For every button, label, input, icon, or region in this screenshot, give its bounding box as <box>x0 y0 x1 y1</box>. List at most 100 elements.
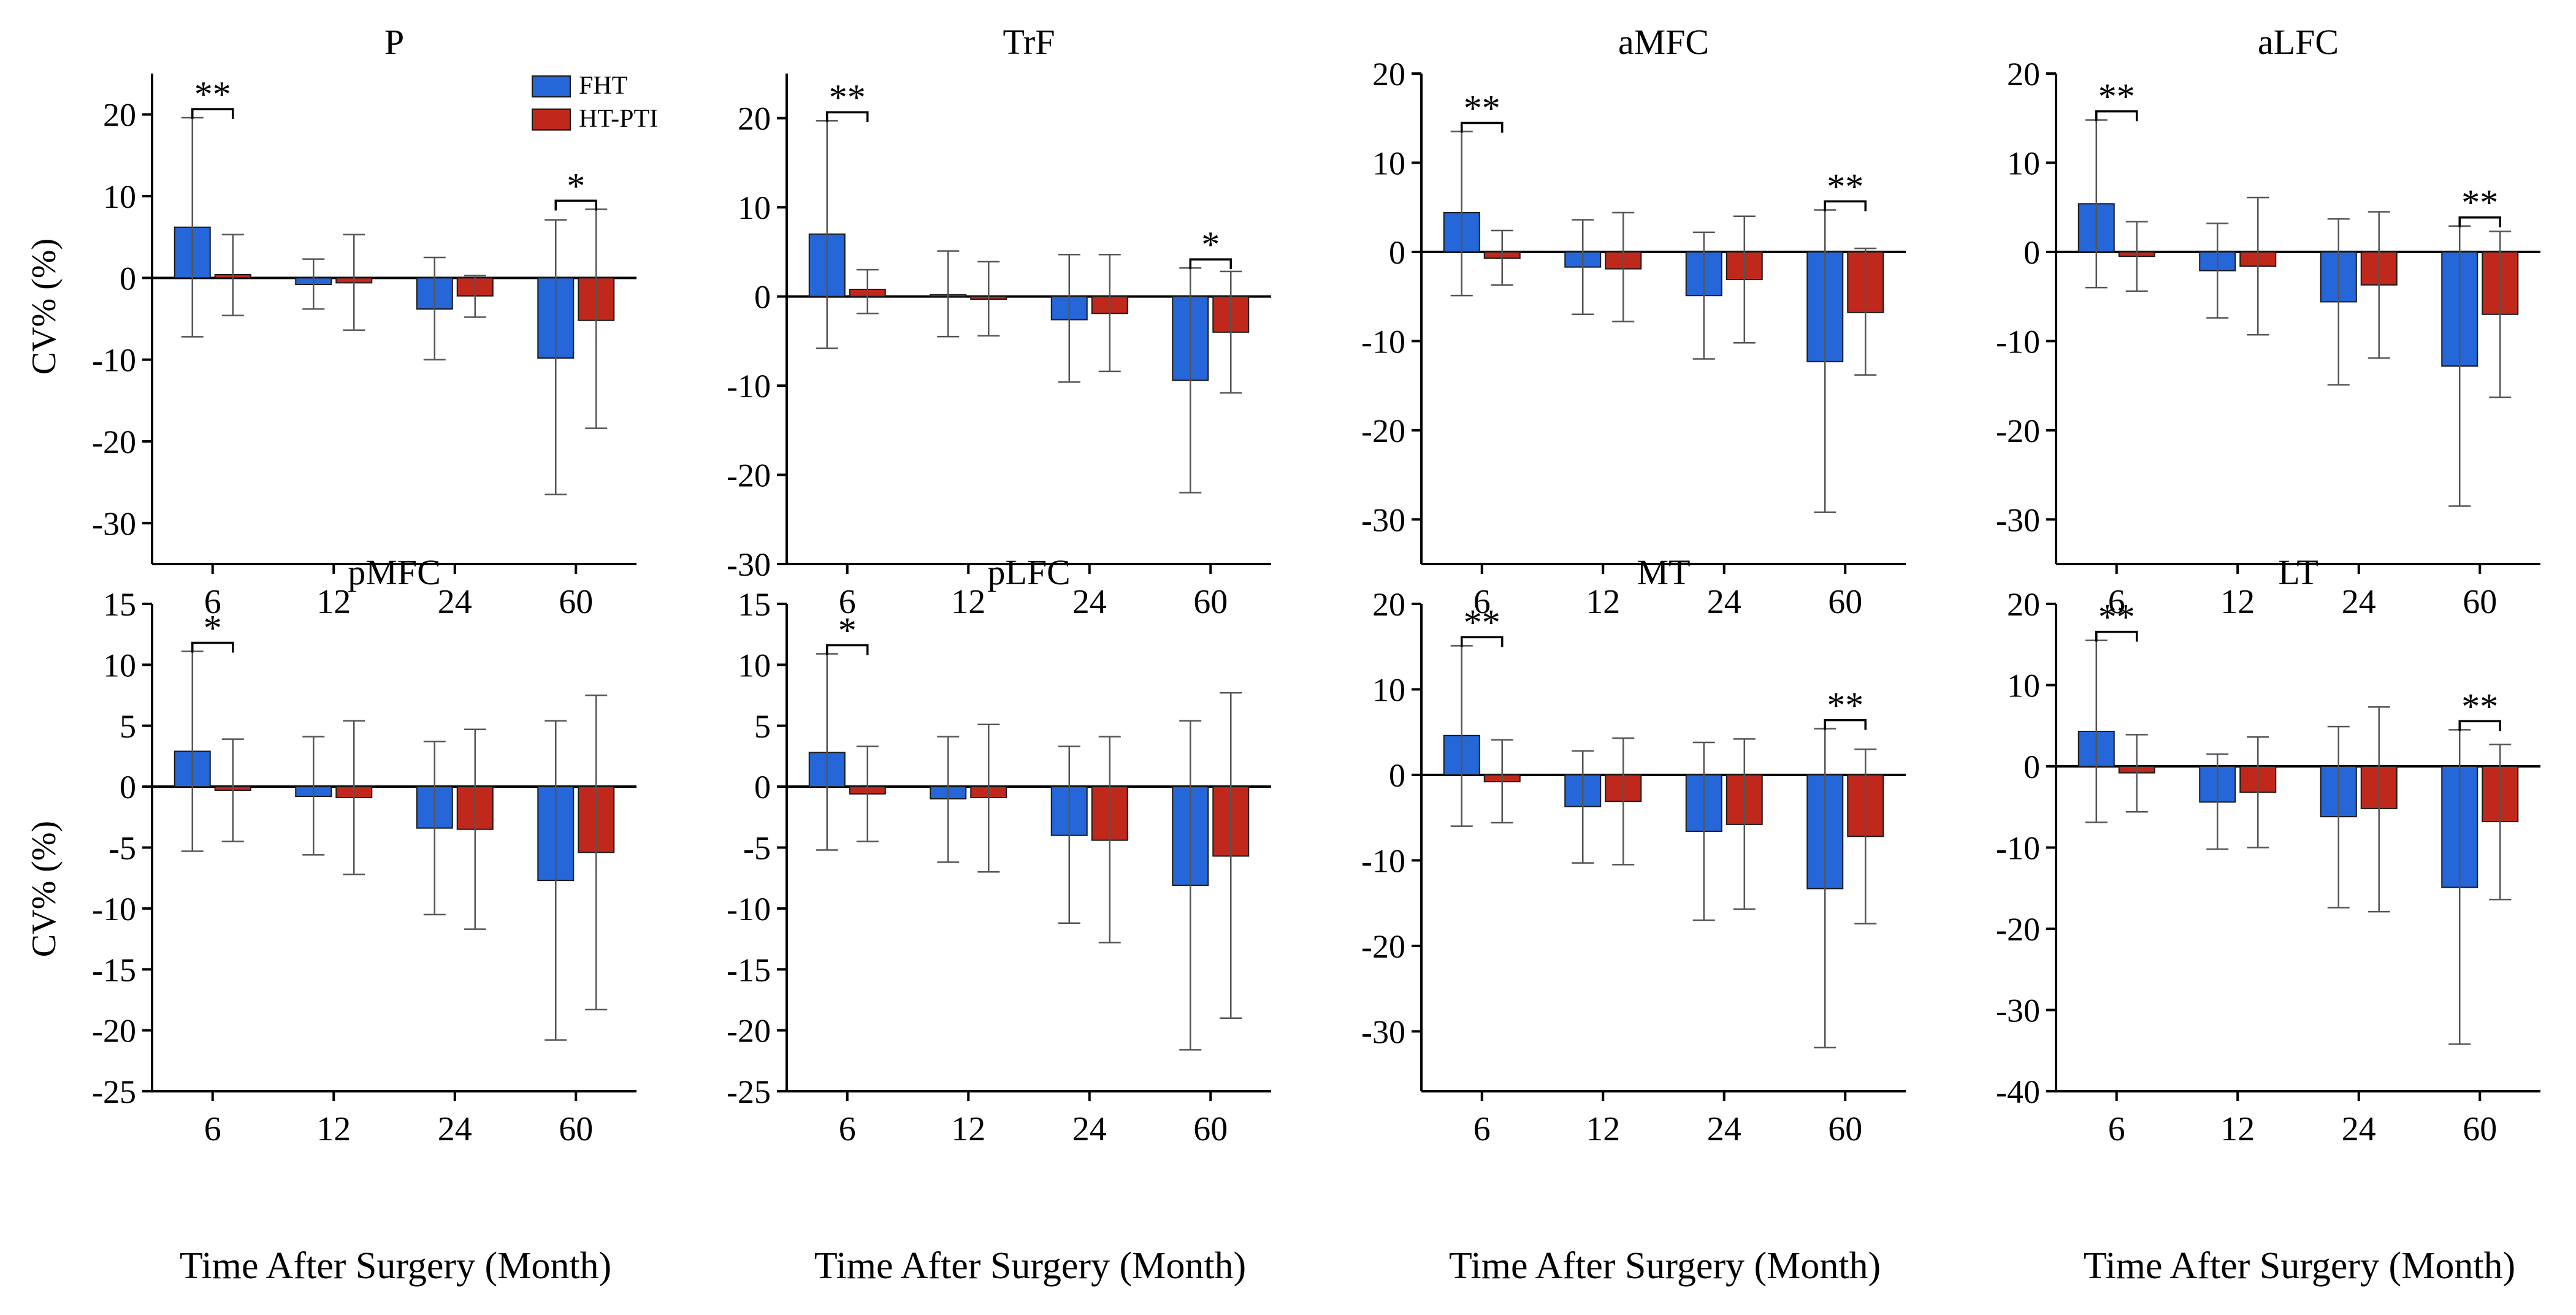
panel-lt-ytick-label: 0 <box>2024 749 2040 785</box>
panel-plfc-ytick-label: -25 <box>727 1073 771 1110</box>
panel-plfc-ytick-label: 10 <box>738 647 771 684</box>
panel-alfc-ytick-label: -30 <box>1996 501 2040 538</box>
panel-amfc-ytick-label: -20 <box>1361 413 1405 449</box>
x-axis-label-col-1: Time After Surgery (Month) <box>179 1245 612 1287</box>
panel-pmfc-sig-label-6: * <box>204 608 222 649</box>
panel-amfc-sig-label-6: ** <box>1464 88 1500 129</box>
panel-p-ytick-label: 20 <box>103 97 136 134</box>
panel-trf-ytick-label: 20 <box>738 101 771 137</box>
panel-mt-sig-label-60: ** <box>1827 685 1863 726</box>
panel-trf-sig-label-6: ** <box>829 77 866 118</box>
panel-amfc-ytick-label: -10 <box>1361 323 1405 360</box>
panel-p-xtick-label: 6 <box>204 583 221 621</box>
panel-amfc-sig-bracket-60 <box>1824 200 1867 212</box>
panel-lt-xtick-label: 12 <box>2220 1110 2255 1148</box>
panel-trf-ytick-label: -10 <box>727 368 771 405</box>
panel-p-ytick-label: -20 <box>92 424 136 460</box>
panel-lt-ytick-label: -40 <box>1996 1073 2040 1110</box>
panel-lt-ytick-label: -20 <box>1996 911 2040 948</box>
panel-lt-ytick-label: 20 <box>2007 586 2040 623</box>
panel-trf-ytick-label: -20 <box>727 457 771 494</box>
legend-swatch-fht <box>532 75 571 97</box>
panel-trf-sig-bracket-6 <box>826 111 869 123</box>
y-axis-label-row-1: CV% (%) <box>25 238 63 375</box>
panel-alfc-ytick-label: 0 <box>2024 234 2040 271</box>
panel-trf-xtick-label: 12 <box>951 583 985 621</box>
panel-lt-sig-bracket-60 <box>2458 720 2501 731</box>
panel-p-sig-bracket-60 <box>554 199 597 211</box>
panel-mt-xtick-label: 6 <box>1473 1110 1491 1148</box>
panel-lt-xtick-label: 24 <box>2342 1110 2376 1148</box>
panel-pmfc-xtick-label: 6 <box>204 1110 221 1148</box>
panel-mt-ytick-label: 10 <box>1372 671 1405 708</box>
panel-amfc-xtick-label: 60 <box>1828 583 1862 621</box>
panel-trf-sig-bracket-60 <box>1189 258 1232 270</box>
panel-alfc-xtick-label: 60 <box>2463 583 2497 621</box>
panel-amfc-title: aMFC <box>1618 22 1709 62</box>
panel-amfc-xtick-label: 12 <box>1586 583 1620 621</box>
panel-p-ytick-label: 0 <box>120 260 136 297</box>
panel-mt-sig-bracket-6 <box>1461 636 1504 647</box>
panel-mt-ytick-label: -30 <box>1361 1013 1405 1050</box>
panel-mt-ytick-label: 20 <box>1372 586 1405 623</box>
panel-amfc-ytick-label: 20 <box>1372 56 1405 93</box>
panel-mt-ytick-label: 0 <box>1389 757 1405 794</box>
panel-pmfc-sig-bracket-6 <box>191 641 234 653</box>
panel-amfc-xtick-label: 24 <box>1707 583 1741 621</box>
panel-lt-xtick-label: 6 <box>2108 1110 2125 1148</box>
panel-plfc-ytick-label: 0 <box>754 769 771 806</box>
panel-plfc-xtick-label: 6 <box>839 1110 856 1148</box>
x-axis-label-col-3: Time After Surgery (Month) <box>1448 1245 1881 1287</box>
panel-amfc-sig-label-60: ** <box>1827 167 1863 207</box>
panel-lt-ytick-label: 10 <box>2007 668 2040 704</box>
panel-alfc-ytick-label: 20 <box>2007 56 2040 93</box>
panel-pmfc-ytick-label: -20 <box>92 1013 136 1050</box>
panel-p-ytick-label: 10 <box>103 178 136 215</box>
panel-lt-title: LT <box>2278 552 2318 592</box>
panel-mt-sig-label-6: ** <box>1464 602 1500 642</box>
panel-pmfc-ytick-label: 0 <box>120 769 136 806</box>
panel-plfc-ytick-label: -15 <box>727 951 771 988</box>
panel-plfc-ytick-label: -10 <box>727 891 771 928</box>
panel-p-sig-bracket-6 <box>191 108 234 119</box>
panel-pmfc-xtick-label: 12 <box>316 1110 351 1148</box>
panel-alfc-ytick-label: 10 <box>2007 145 2040 181</box>
panel-lt-ytick-label: -30 <box>1996 993 2040 1029</box>
panel-alfc-sig-label-60: ** <box>2461 183 2498 223</box>
panel-p-xtick-label: 24 <box>438 583 472 621</box>
panel-plfc-sig-label-6: * <box>838 610 857 650</box>
panel-plfc-ytick-label: -5 <box>743 830 771 867</box>
panel-plfc-sig-bracket-6 <box>826 644 869 655</box>
panel-amfc-sig-bracket-6 <box>1461 121 1504 133</box>
legend-label-ht-pti: HT-PTI <box>579 105 658 133</box>
panel-plfc-ytick-label: 15 <box>738 586 771 623</box>
x-axis-label-col-4: Time After Surgery (Month) <box>2083 1245 2516 1287</box>
panel-alfc-sig-bracket-6 <box>2095 110 2138 121</box>
panel-p-xtick-label: 60 <box>559 583 593 621</box>
panel-pmfc-xtick-label: 24 <box>438 1110 472 1148</box>
panel-lt-sig-bracket-6 <box>2095 630 2138 642</box>
panel-p-sig-label-6: ** <box>194 74 231 115</box>
panel-trf-ytick-label: 10 <box>738 189 771 226</box>
panel-amfc-ytick-label: -30 <box>1361 501 1405 538</box>
panel-mt-title: MT <box>1637 552 1691 592</box>
panel-alfc-sig-label-6: ** <box>2098 77 2135 117</box>
panel-plfc-title: pLFC <box>987 552 1070 592</box>
panel-trf-title: TrF <box>1003 22 1055 62</box>
panel-mt-xtick-label: 24 <box>1707 1110 1741 1148</box>
panel-amfc-xtick-label: 6 <box>1473 583 1491 621</box>
panel-mt-xtick-label: 12 <box>1586 1110 1620 1148</box>
panel-pmfc-ytick-label: -15 <box>92 951 136 988</box>
panel-trf-ytick-label: 0 <box>754 279 771 316</box>
legend-label-fht: FHT <box>579 72 627 100</box>
panel-plfc-xtick-label: 12 <box>951 1110 985 1148</box>
panel-pmfc-ytick-label: -5 <box>109 830 136 867</box>
y-axis-label-row-2: CV% (%) <box>25 820 63 958</box>
panel-trf-sig-label-60: * <box>1201 224 1220 265</box>
panel-lt-xtick-label: 60 <box>2463 1110 2497 1148</box>
panel-p-ytick-label: -10 <box>92 342 136 379</box>
panel-alfc-ytick-label: -10 <box>1996 323 2040 360</box>
legend-swatch-ht-pti <box>532 109 571 131</box>
panel-pmfc-ytick-label: 10 <box>103 647 136 684</box>
